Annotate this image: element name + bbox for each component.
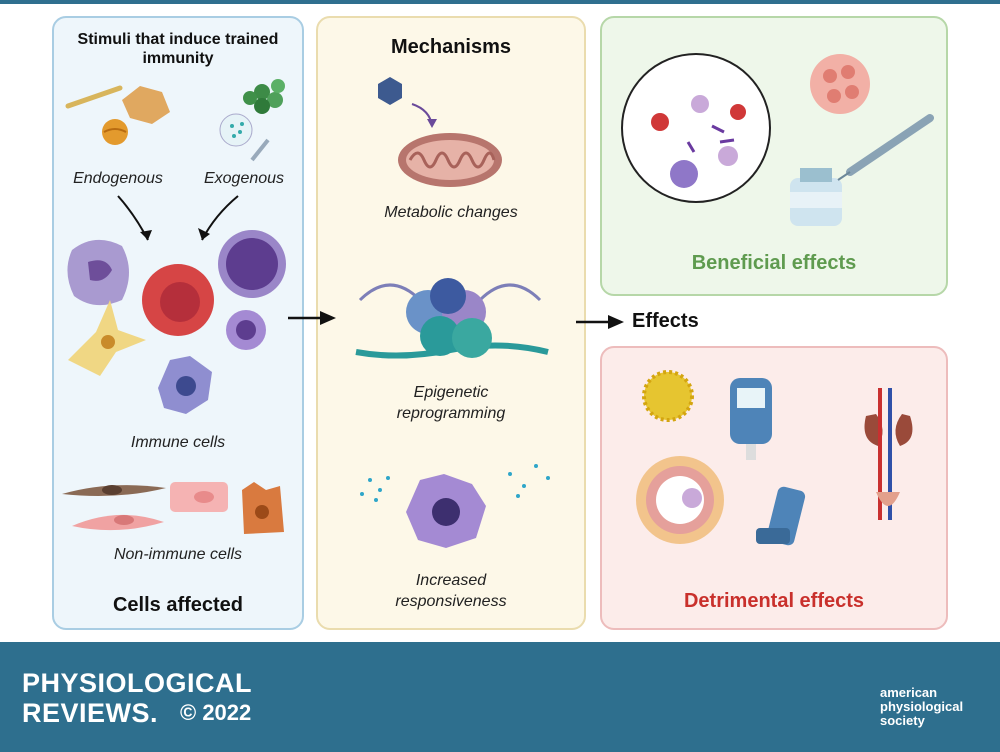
kidney-icon xyxy=(864,388,913,520)
beneficial-effects-title: Beneficial effects xyxy=(691,252,857,274)
epigenetic-reprogramming-label: Epigenetic reprogramming xyxy=(396,384,506,422)
detrimental-effects-title: Detrimental effects xyxy=(683,590,865,612)
non-immune-cells-illustration xyxy=(62,482,284,534)
journal-name-line2: REVIEWS. xyxy=(22,698,159,728)
pollen-icon xyxy=(642,370,694,422)
crystal-icon xyxy=(65,85,170,145)
cells-to-mechanisms-arrow xyxy=(288,311,336,325)
journal-name-line1: PHYSIOLOGICAL xyxy=(22,668,253,698)
vaccine-vial-icon xyxy=(790,114,934,226)
society-name-line2: physiological xyxy=(880,699,964,714)
artery-icon xyxy=(636,456,724,544)
footer-banner xyxy=(0,642,1000,752)
copyright-year: © 2022 xyxy=(180,700,252,725)
virus-icon xyxy=(219,79,285,147)
macrophage-icon xyxy=(360,464,550,548)
exogenous-label: Exogenous xyxy=(203,170,285,187)
inhaler-icon xyxy=(756,486,806,546)
immune-cells-illustration xyxy=(67,230,286,414)
syringe-icon xyxy=(250,138,270,162)
nucleosome-icon xyxy=(355,278,549,359)
cells-affected-title: Cells affected xyxy=(112,594,244,616)
stimuli-title: Stimuli that induce trained immunity xyxy=(77,31,279,67)
mitochondrion-icon xyxy=(398,133,502,187)
society-name: american physiological society xyxy=(880,686,963,728)
endogenous-label: Endogenous xyxy=(73,170,163,187)
increased-responsiveness-label: Increased responsiveness xyxy=(395,572,507,610)
society-name-line3: society xyxy=(880,713,925,728)
mechanisms-to-effects-arrow xyxy=(576,315,624,329)
effects-label: Effects xyxy=(632,310,699,332)
glucometer-icon xyxy=(730,378,772,460)
top-accent-line xyxy=(0,0,1000,4)
pathogen-circle-illustration xyxy=(621,53,771,203)
society-name-line1: american xyxy=(880,685,938,700)
mechanisms-title: Mechanisms xyxy=(390,36,512,58)
immune-cells-label: Immune cells xyxy=(130,434,226,451)
tumor-icon xyxy=(810,54,870,114)
metabolite-hexagon-icon xyxy=(378,77,437,128)
non-immune-cells-label: Non-immune cells xyxy=(113,546,243,563)
metabolic-changes-label: Metabolic changes xyxy=(384,204,518,221)
